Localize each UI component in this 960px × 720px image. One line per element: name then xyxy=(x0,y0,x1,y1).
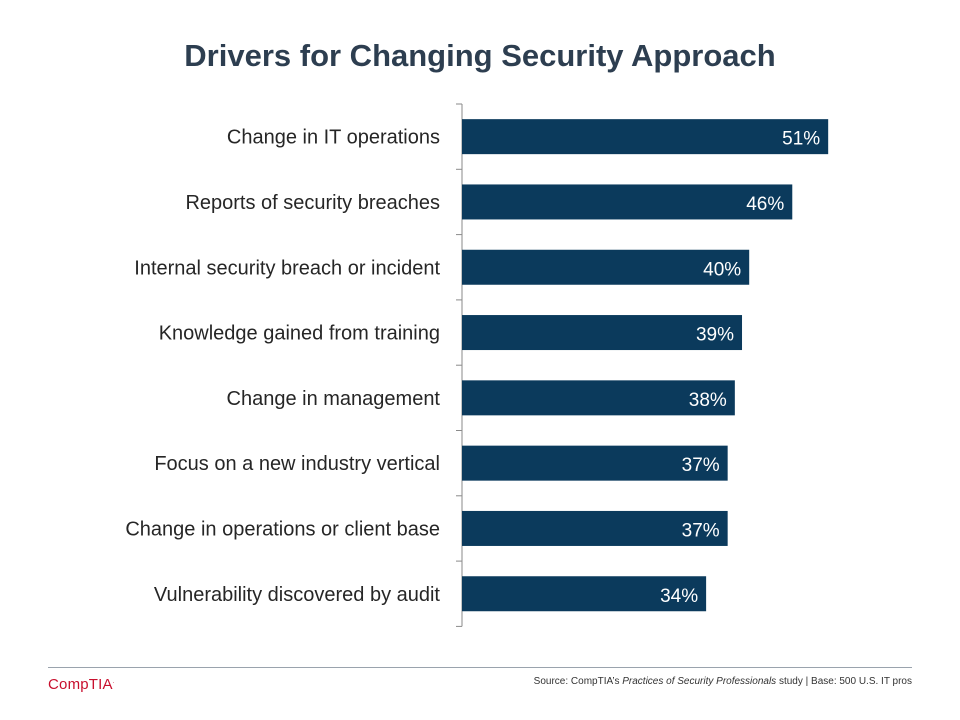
category-label: Knowledge gained from training xyxy=(159,323,440,345)
bar xyxy=(462,249,750,285)
footer-divider xyxy=(48,667,912,668)
category-label: Focus on a new industry vertical xyxy=(154,453,440,475)
category-label: Change in IT operations xyxy=(227,127,440,149)
bar xyxy=(462,119,829,155)
data-label: 46% xyxy=(746,194,784,215)
source-prefix: Source: CompTIA’s xyxy=(533,676,623,687)
bar xyxy=(462,315,743,351)
bar-chart: Change in IT operations 51% Reports of sec… xyxy=(125,103,829,627)
bar xyxy=(462,576,707,612)
bar xyxy=(462,445,728,481)
data-label: 34% xyxy=(660,586,698,607)
data-label: 38% xyxy=(689,390,727,411)
bar xyxy=(462,510,728,546)
bar xyxy=(462,380,735,416)
category-label: Change in management xyxy=(227,388,441,410)
category-label: Change in operations or client base xyxy=(125,518,440,540)
source-study-name: Practices of Security Professionals xyxy=(622,676,777,687)
category-label: Vulnerability discovered by audit xyxy=(154,584,441,606)
category-label: Reports of security breaches xyxy=(185,192,440,214)
source-note: Source: CompTIA’s Practices of Security … xyxy=(534,676,912,687)
bar xyxy=(462,184,793,220)
category-label: Internal security breach or incident xyxy=(134,257,440,279)
data-label: 39% xyxy=(696,325,734,346)
chart-title: Drivers for Changing Security Approach xyxy=(184,38,776,73)
source-suffix: study | Base: 500 U.S. IT pros xyxy=(776,676,912,687)
logo-registered-mark: . xyxy=(112,679,115,685)
comptia-logo: CompTIA. xyxy=(48,676,115,693)
data-label: 40% xyxy=(703,259,741,280)
logo-text: CompTIA xyxy=(48,676,113,693)
data-label: 37% xyxy=(682,455,720,476)
data-label: 51% xyxy=(782,129,820,150)
data-label: 37% xyxy=(682,520,720,541)
